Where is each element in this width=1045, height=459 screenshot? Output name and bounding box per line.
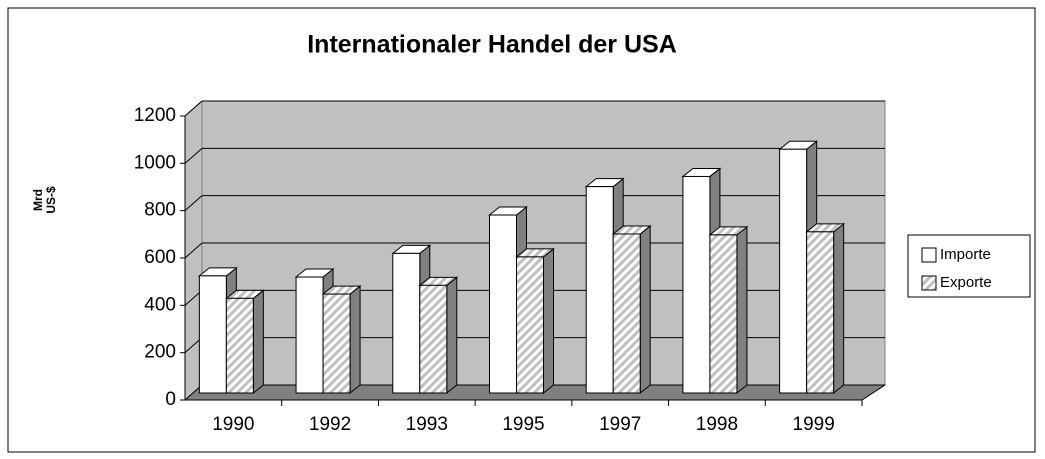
bar-front [489,214,517,394]
y-tick-label: 800 [144,200,176,221]
bar-front [682,175,711,394]
x-tick-label: 1990 [212,414,254,435]
x-tick-label: 1993 [406,414,448,435]
bar [708,225,749,395]
y-tick-label: 0 [165,389,176,410]
x-tick-label: 1999 [793,414,835,435]
grid-line [184,100,885,117]
y-axis-label: Mrd US-$ [31,186,58,214]
legend-swatch [921,247,937,263]
grid-line [184,242,885,259]
bar-side [833,222,845,395]
grid-line-side [184,147,203,164]
bar-front [392,252,421,394]
grid-line [184,147,885,164]
bar [611,224,652,395]
y-tick-label: 400 [144,294,176,315]
y-tick-label: 200 [144,342,176,363]
x-tick-label: 1992 [309,414,351,435]
y-tick-label: 600 [144,247,176,268]
bar-front [806,231,835,394]
bar [515,247,555,395]
bar-front [295,276,324,394]
chart-title: Internationaler Handel der USA [307,31,677,59]
legend-swatch [921,275,937,291]
bar-side [252,289,264,395]
y-tick-label: 1000 [134,152,176,173]
bar-front [198,275,227,394]
x-tick-label: 1997 [599,414,641,435]
bar [805,222,846,395]
bar-front [585,186,614,394]
bar [418,276,459,395]
bar-side [639,224,651,395]
bar-front [225,297,254,394]
y-axis-label-line: Mrd [31,189,45,211]
bar-side [446,276,458,395]
bar [321,285,362,395]
bar [224,289,265,395]
bar-front [709,234,738,394]
y-axis-label-line: US-$ [44,186,58,214]
bar-front [322,293,351,394]
grid-line [184,195,885,212]
x-axis-end [861,384,886,401]
x-tick-label: 1998 [696,414,738,435]
bar-side [543,247,554,395]
bar-front [516,256,544,394]
legend-label: Importe [940,246,991,263]
bar-side [736,225,748,395]
bar-front [612,233,641,394]
x-tick-label: 1995 [502,414,544,435]
legend-label: Exporte [940,274,992,291]
grid-line-side [184,195,203,212]
bar-side [349,285,361,395]
bar-front [419,284,448,394]
y-tick-label: 1200 [134,105,176,126]
grid-line-side [184,100,203,117]
grid-line-side [184,242,203,259]
bar-front [779,148,808,394]
